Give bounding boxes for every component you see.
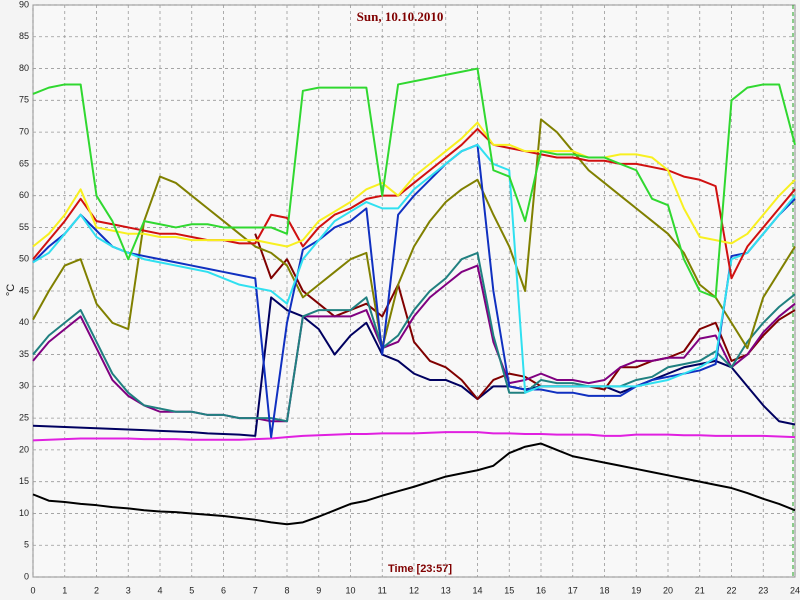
- series-line: [254, 233, 796, 401]
- x-tick-label: 16: [536, 585, 546, 595]
- y-tick-label: 0: [24, 571, 29, 581]
- series-line: [32, 264, 796, 423]
- chart-title: Sun, 10.10.2010: [357, 9, 444, 24]
- y-tick-label: 30: [19, 381, 29, 391]
- y-tick-label: 80: [19, 63, 29, 73]
- series-line: [32, 118, 796, 350]
- series-line: [32, 67, 796, 299]
- series-line: [32, 143, 796, 394]
- x-tick-label: 19: [631, 585, 641, 595]
- x-tick-label: 9: [316, 585, 321, 595]
- y-tick-label: 45: [19, 285, 29, 295]
- series-line: [32, 431, 796, 442]
- y-tick-label: 10: [19, 508, 29, 518]
- x-tick-label: 4: [157, 585, 162, 595]
- series-line: [32, 251, 796, 423]
- series-line: [32, 121, 796, 248]
- x-tick-label: 1: [62, 585, 67, 595]
- series-line: [32, 442, 796, 526]
- x-tick-label: 12: [409, 585, 419, 595]
- y-tick-label: 75: [19, 95, 29, 105]
- x-tick-label: 7: [253, 585, 258, 595]
- x-tick-label: 8: [284, 585, 289, 595]
- y-tick-label: 85: [19, 31, 29, 41]
- x-tick-label: 17: [568, 585, 578, 595]
- y-tick-label: 60: [19, 190, 29, 200]
- x-tick-label: 2: [94, 585, 99, 595]
- x-axis-label: Time [23:57]: [388, 563, 452, 575]
- x-tick-label: 21: [695, 585, 705, 595]
- x-tick-label: 3: [126, 585, 131, 595]
- y-tick-label: 20: [19, 444, 29, 454]
- y-tick-label: 5: [24, 540, 29, 550]
- y-tick-label: 55: [19, 222, 29, 232]
- x-tick-label: 20: [663, 585, 673, 595]
- series-line: [32, 143, 796, 439]
- series-line: [32, 296, 796, 437]
- x-tick-label: 5: [189, 585, 194, 595]
- x-tick-label: 6: [221, 585, 226, 595]
- y-tick-label: 70: [19, 126, 29, 136]
- x-tick-label: 14: [472, 585, 482, 595]
- y-tick-label: 15: [19, 476, 29, 486]
- y-tick-label: 65: [19, 158, 29, 168]
- y-tick-label: 25: [19, 412, 29, 422]
- x-tick-label: 18: [599, 585, 609, 595]
- y-axis-label: °C: [5, 284, 17, 296]
- x-tick-label: 22: [726, 585, 736, 595]
- x-tick-label: 15: [504, 585, 514, 595]
- x-tick-label: 13: [441, 585, 451, 595]
- y-tick-label: 50: [19, 254, 29, 264]
- y-tick-label: 35: [19, 349, 29, 359]
- x-tick-label: 0: [30, 585, 35, 595]
- x-tick-label: 24: [790, 585, 800, 595]
- x-tick-label: 10: [345, 585, 355, 595]
- x-tick-label: 11: [378, 585, 387, 595]
- y-tick-label: 90: [19, 0, 29, 9]
- y-tick-label: 40: [19, 317, 29, 327]
- x-tick-label: 23: [758, 585, 768, 595]
